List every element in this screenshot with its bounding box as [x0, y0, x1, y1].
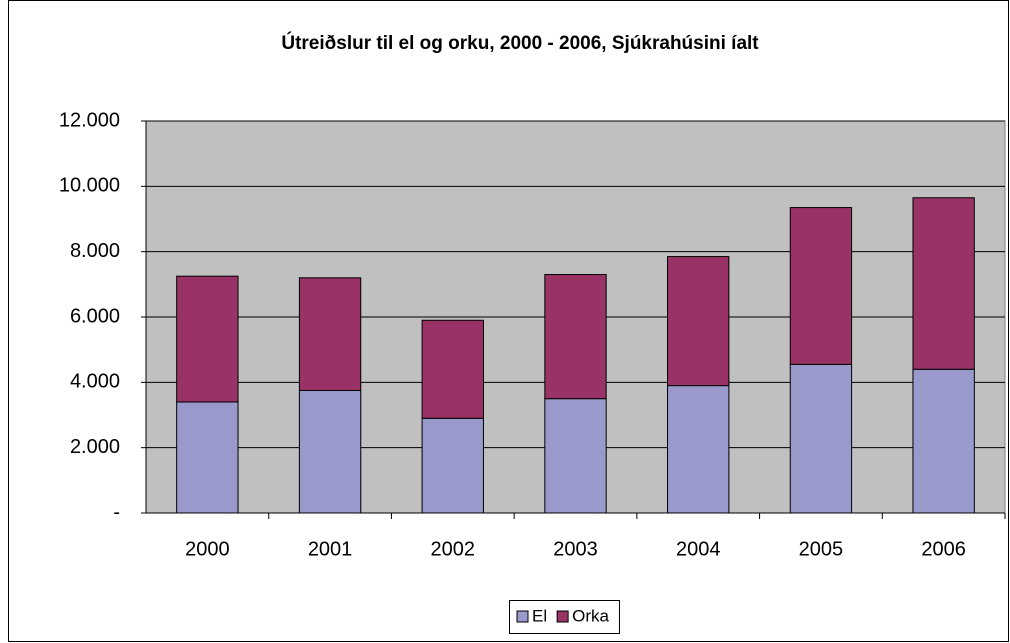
bar-segment: [667, 256, 730, 387]
legend-swatch: [556, 610, 569, 623]
bar-segment: [544, 398, 607, 514]
bar-segment: [912, 368, 975, 514]
x-tick-label: 2005: [799, 538, 844, 560]
bar-segment: [176, 401, 239, 514]
y-tick-label: 4.000: [70, 371, 120, 393]
bar-segment: [298, 390, 362, 514]
bar-segment: [912, 197, 975, 370]
bar-segment: [667, 385, 730, 514]
y-tick-label: 10.000: [59, 175, 120, 197]
y-tick-label: -: [113, 501, 120, 523]
x-tick-label: 2001: [308, 538, 353, 560]
bar-segment: [421, 417, 484, 514]
x-tick-label: 2002: [431, 538, 476, 560]
x-tick-label: 2004: [676, 538, 721, 560]
bar-segment: [176, 275, 239, 403]
legend-swatch: [516, 610, 529, 623]
bar-segment: [789, 363, 853, 514]
x-tick-label: 2003: [553, 538, 598, 560]
bar-segment: [298, 277, 362, 391]
bar-segment: [544, 274, 607, 400]
x-tick-label: 2000: [185, 538, 230, 560]
legend-label: Orka: [572, 606, 609, 625]
y-tick-label: 2.000: [70, 436, 120, 458]
y-tick-label: 6.000: [70, 305, 120, 327]
legend-label: El: [532, 606, 547, 625]
y-tick-label: 12.000: [59, 109, 120, 131]
bar-segment: [421, 319, 484, 419]
bar-segment: [789, 207, 853, 365]
y-tick-label: 8.000: [70, 240, 120, 262]
x-tick-label: 2006: [921, 538, 966, 560]
chart-title: Útreiðslur til el og orku, 2000 - 2006, …: [281, 32, 759, 54]
